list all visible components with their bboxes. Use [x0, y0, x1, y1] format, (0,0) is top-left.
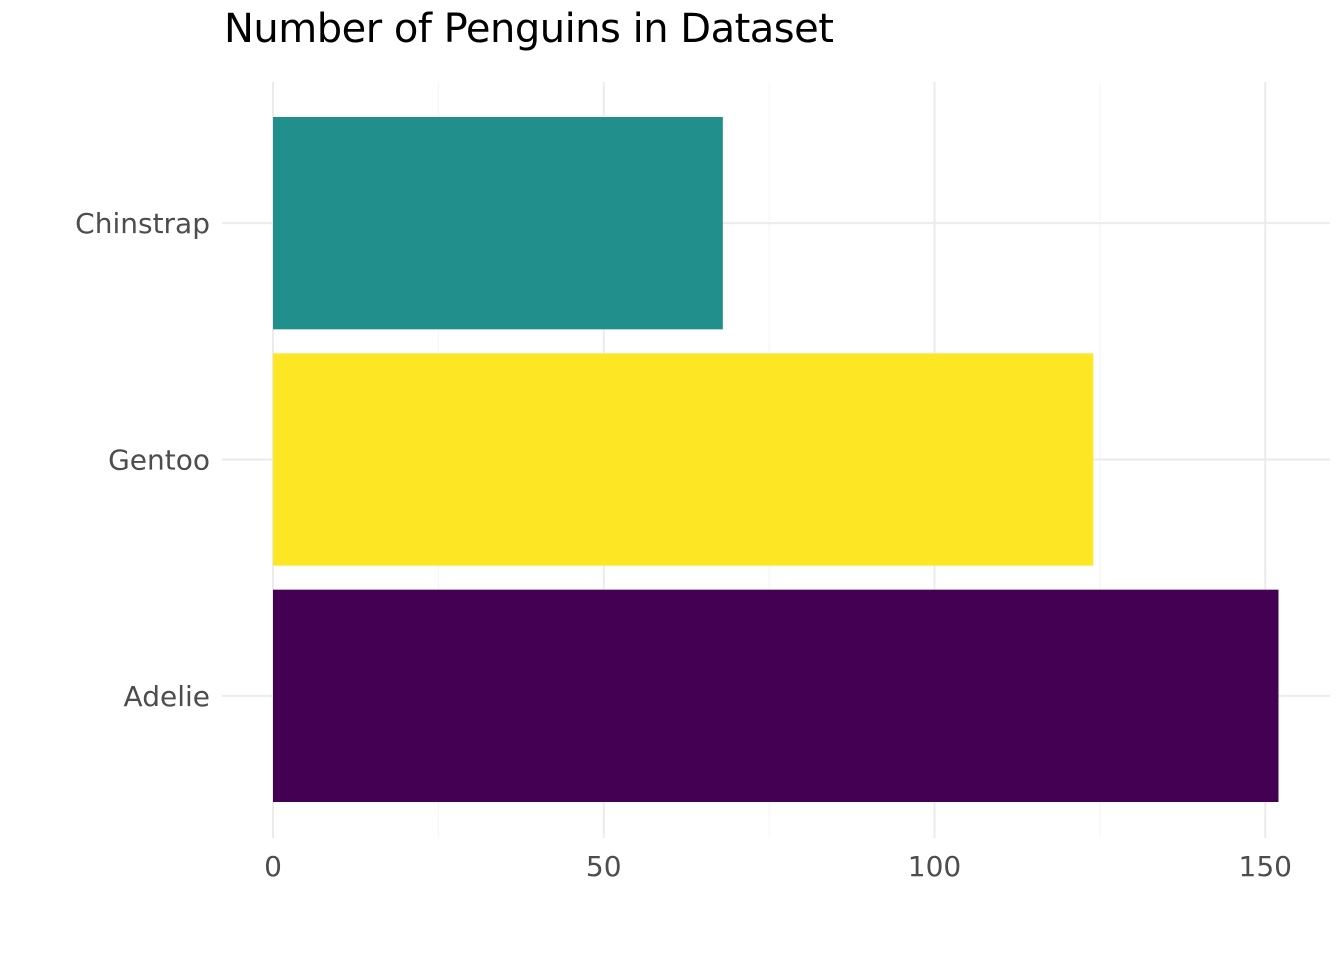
y-tick-label: Chinstrap — [75, 207, 210, 240]
bar-gentoo — [273, 353, 1094, 566]
bars — [273, 117, 1279, 802]
x-tick-label: 50 — [586, 850, 622, 883]
y-axis-tick-labels: Adelie Gentoo Chinstrap — [75, 207, 210, 713]
y-tick-label: Gentoo — [108, 444, 210, 477]
chart-title: Number of Penguins in Dataset — [224, 6, 834, 52]
x-axis-tick-labels: 0 50 100 150 — [264, 850, 1292, 883]
bar-chinstrap — [273, 117, 723, 330]
x-tick-label: 0 — [264, 850, 282, 883]
x-tick-label: 150 — [1239, 850, 1292, 883]
y-tick-label: Adelie — [124, 680, 210, 713]
x-tick-label: 100 — [908, 850, 961, 883]
bar-adelie — [273, 589, 1279, 802]
